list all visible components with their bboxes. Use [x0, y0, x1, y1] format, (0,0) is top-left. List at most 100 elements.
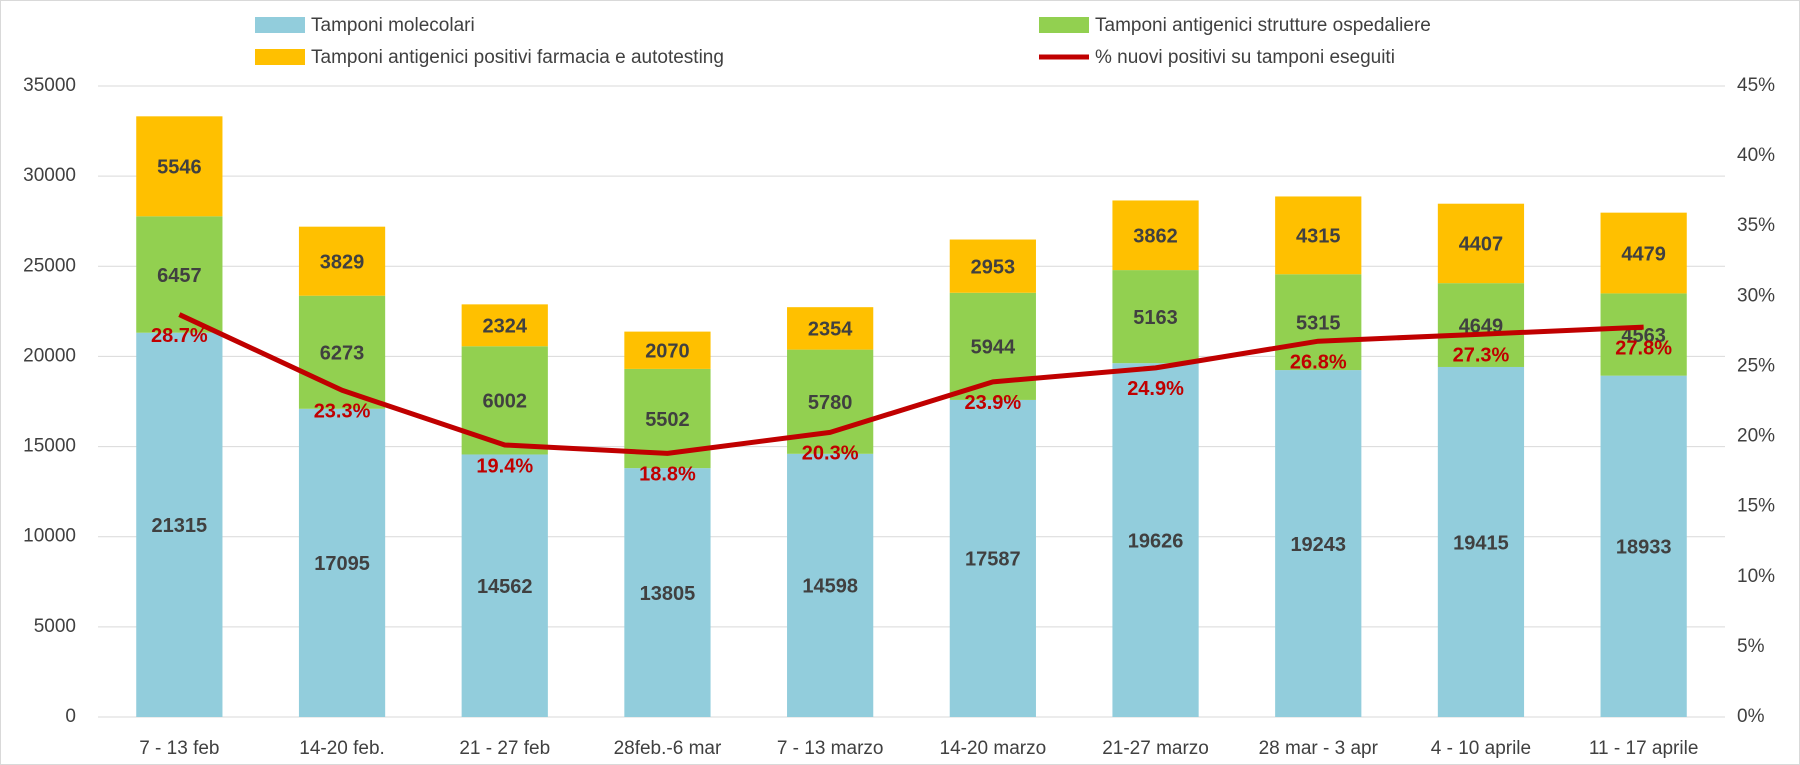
bar-segment — [1437, 203, 1525, 284]
bar-segment — [1437, 283, 1525, 367]
bar-label: 6002 — [483, 391, 528, 413]
line-label: 23.3% — [314, 401, 371, 423]
bar-label: 14562 — [477, 576, 533, 598]
bar-label: 2324 — [483, 316, 528, 338]
y2-tick-label: 15% — [1737, 496, 1775, 517]
y-tick-label: 20000 — [23, 345, 76, 366]
bar-segment — [298, 408, 386, 717]
line-label: 27.3% — [1453, 344, 1510, 366]
bar-label: 5944 — [971, 337, 1016, 359]
bar-label: 19415 — [1453, 532, 1509, 554]
bar-label: 5163 — [1133, 307, 1178, 329]
y-tick-label: 30000 — [23, 165, 76, 186]
bar-label: 18933 — [1616, 537, 1672, 559]
bar-label: 4563 — [1621, 325, 1666, 347]
bar-label: 14598 — [802, 576, 858, 598]
bar-segment — [1600, 375, 1687, 717]
bar-segment — [461, 304, 548, 347]
bar-label: 4479 — [1621, 243, 1666, 265]
bar-label: 19243 — [1290, 534, 1346, 556]
y-tick-label: 25000 — [23, 255, 76, 276]
bar-label: 5780 — [808, 392, 853, 414]
line-series — [178, 312, 1644, 456]
bar-label: 3862 — [1133, 226, 1178, 248]
bar-segment — [949, 239, 1036, 293]
x-tick-label: 7 - 13 feb — [139, 738, 219, 759]
bar-label: 6273 — [320, 343, 365, 365]
bar-label: 13805 — [640, 583, 696, 605]
y2-tick-label: 40% — [1737, 145, 1775, 166]
bar-segment — [298, 226, 386, 296]
x-tick-label: 28 mar - 3 apr — [1259, 738, 1379, 759]
bar-label: 17095 — [314, 553, 370, 575]
x-tick-label: 11 - 17 aprile — [1589, 738, 1699, 759]
x-tick-label: 4 - 10 aprile — [1431, 738, 1531, 759]
y2-tick-label: 20% — [1737, 426, 1775, 447]
x-tick-label: 28feb.-6 mar — [614, 738, 722, 759]
bar-segment — [1275, 370, 1362, 717]
line-label: 24.9% — [1127, 378, 1184, 400]
bar-segment — [136, 116, 223, 217]
bar-segment — [1112, 270, 1199, 364]
bar-label: 19626 — [1128, 530, 1184, 552]
line-label: 20.3% — [802, 443, 859, 465]
bar-label: 2953 — [971, 256, 1016, 278]
bar-segment — [624, 468, 711, 717]
bar-segment — [1600, 293, 1687, 376]
y2-tick-label: 35% — [1737, 215, 1775, 236]
legend-label: Tamponi molecolari — [311, 15, 475, 36]
bar-segment — [949, 399, 1036, 717]
bar-label: 21315 — [152, 515, 208, 537]
bar-label: 4407 — [1459, 234, 1504, 256]
bar-segment — [1275, 196, 1362, 275]
line-label: 28.7% — [151, 325, 208, 347]
line-label: 26.8% — [1290, 351, 1347, 373]
x-tick-label: 14-20 feb. — [299, 738, 385, 759]
line-label: 23.9% — [964, 392, 1021, 414]
y-tick-label: 35000 — [23, 75, 76, 96]
bar-label: 2070 — [645, 341, 690, 363]
y2-tick-label: 5% — [1737, 636, 1765, 657]
y2-tick-label: 0% — [1737, 706, 1765, 727]
legend-swatch — [1039, 17, 1089, 33]
bar-label: 5315 — [1296, 312, 1341, 334]
bar-segment — [1437, 366, 1525, 717]
legend-swatch — [255, 49, 305, 65]
legend-label: Tamponi antigenici positivi farmacia e a… — [311, 47, 724, 68]
y2-tick-label: 10% — [1737, 566, 1775, 587]
bar-segment — [624, 331, 711, 369]
bar-label: 4315 — [1296, 226, 1341, 248]
bar-segment — [136, 216, 223, 333]
bar-label: 17587 — [965, 549, 1021, 571]
legend-label: % nuovi positivi su tamponi eseguiti — [1095, 47, 1395, 68]
bar-label: 5502 — [645, 409, 690, 431]
bar-segment — [1112, 200, 1199, 271]
legend-swatch — [255, 17, 305, 33]
x-tick-label: 21 - 27 feb — [459, 738, 550, 759]
y-tick-label: 10000 — [23, 526, 76, 547]
bar-label: 2354 — [808, 319, 853, 341]
bar-segment — [1600, 212, 1687, 294]
x-tick-label: 7 - 13 marzo — [777, 738, 884, 759]
line-label: 27.8% — [1615, 337, 1672, 359]
bar-segment — [787, 453, 874, 717]
line-label: 19.4% — [476, 455, 533, 477]
bar-label: 3829 — [320, 251, 365, 273]
bar-segment — [136, 332, 223, 717]
x-tick-label: 14-20 marzo — [940, 738, 1047, 759]
legend-label: Tamponi antigenici strutture ospedaliere — [1095, 15, 1431, 36]
bar-label: 6457 — [157, 265, 202, 287]
bar-segment — [1275, 274, 1362, 371]
bar-label: 5546 — [157, 157, 202, 179]
x-tick-label: 21-27 marzo — [1102, 738, 1209, 759]
bar-segment — [787, 307, 874, 350]
y-tick-label: 0 — [65, 706, 76, 727]
y2-tick-label: 25% — [1737, 355, 1775, 376]
bar-segment — [461, 454, 548, 717]
y2-tick-label: 45% — [1737, 75, 1775, 96]
bar-segment — [1112, 363, 1199, 717]
y2-tick-label: 30% — [1737, 285, 1775, 306]
line-label: 18.8% — [639, 464, 696, 486]
